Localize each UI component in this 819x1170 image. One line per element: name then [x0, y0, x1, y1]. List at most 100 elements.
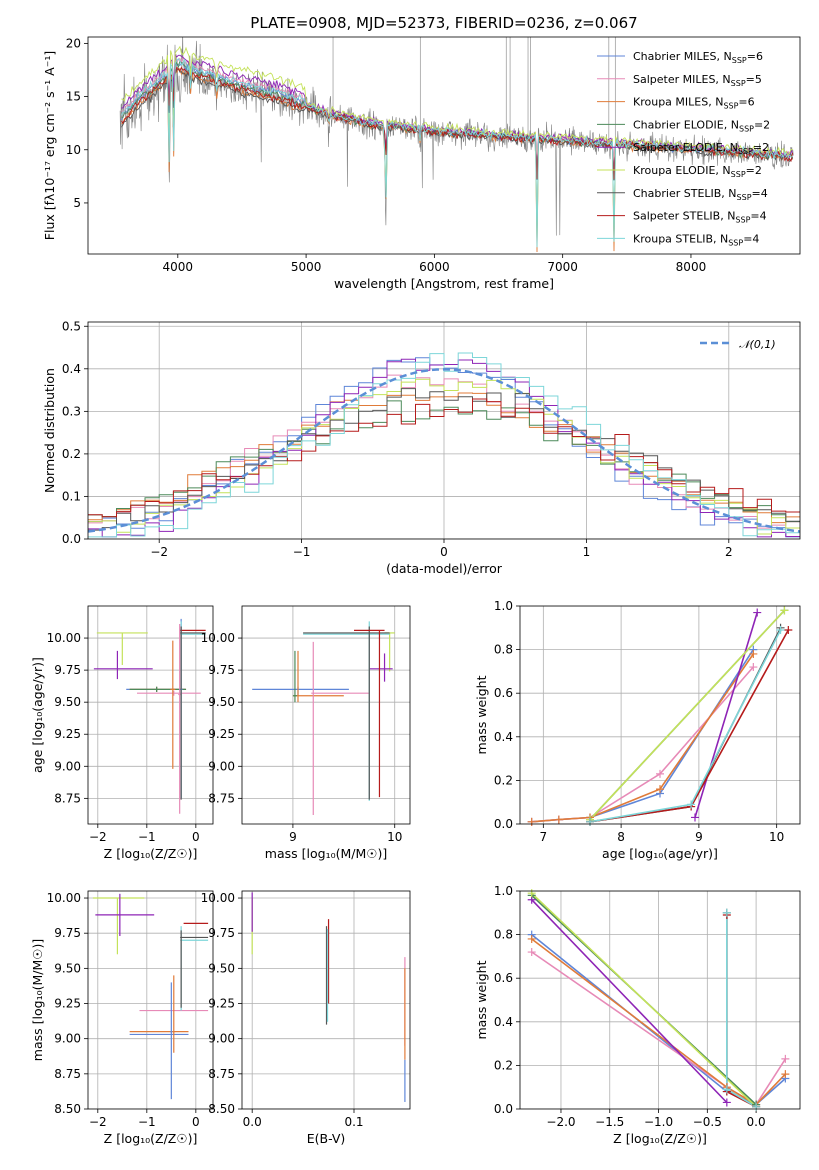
y-axis-label: mass weight — [474, 675, 489, 754]
y-axis-label: age [log₁₀(age/yr)] — [30, 657, 45, 773]
x-tick-label: −1.0 — [644, 1115, 673, 1129]
y-tick-label: 9.25 — [54, 727, 81, 741]
y-tick-label: 0.3 — [62, 404, 81, 418]
x-tick-label: −0.5 — [693, 1115, 722, 1129]
x-tick-label: 0.0 — [243, 1115, 262, 1129]
y-tick-label: 8.75 — [208, 1067, 235, 1081]
x-tick-label: 2 — [725, 545, 733, 559]
y-tick-label: 8.50 — [208, 1102, 235, 1116]
plot-area-mass_vs_Z — [88, 891, 213, 1109]
y-tick-label: 10 — [66, 143, 81, 157]
legend-entry: Chabrier MILES, NSSP=6 — [633, 50, 763, 65]
plot-area-mass_vs_EBV — [242, 891, 410, 1109]
model-line-kroupa-elodie — [121, 45, 793, 245]
x-tick-label: −2.0 — [546, 1115, 575, 1129]
series-point-salpeter-elodie — [691, 813, 699, 822]
legend-entry: Kroupa MILES, NSSP=6 — [633, 96, 755, 111]
series-point-kroupa-elodie — [527, 889, 536, 898]
spectrum-title: PLATE=0908, MJD=52373, FIBERID=0236, z=0… — [250, 14, 637, 32]
series-point-kroupa-miles — [527, 817, 536, 826]
plot-area-age_vs_mass — [242, 606, 410, 824]
x-tick-label: 4000 — [163, 260, 194, 274]
series-point-kroupa-miles — [749, 649, 758, 658]
series-line-salpeter-miles — [531, 666, 754, 823]
series-line-salpeter-elodie — [694, 612, 758, 818]
plot-area-spectrum — [119, 37, 794, 253]
x-tick-label: 7 — [540, 830, 548, 844]
series-point-kroupa-miles — [781, 1070, 790, 1079]
x-tick-label: 0 — [192, 830, 200, 844]
series-line-salpeter-stelib — [589, 629, 790, 823]
panel-massweight_vs_age: 7 8 9 10 0.0 0.2 0.4 0.6 0.8 1.0 age [log₁₀(age/yr… — [474, 599, 801, 861]
legend-entry: Salpeter ELODIE, NSSP=2 — [633, 141, 769, 156]
y-tick-label: 9.25 — [208, 997, 235, 1011]
y-tick-label: 0.2 — [494, 1058, 513, 1072]
y-tick-label: 10.00 — [201, 891, 235, 905]
series-point-salpeter-stelib — [784, 625, 793, 634]
axes-frame — [87, 36, 801, 255]
histogram-kroupa-stelib — [88, 352, 800, 538]
y-tick-label: 8.50 — [54, 1102, 81, 1116]
x-axis-label: Z [log₁₀(Z/Z☉)] — [104, 1131, 198, 1146]
y-tick-label: 9.50 — [208, 961, 235, 975]
x-axis-label: mass [log₁₀(M/M☉)] — [265, 846, 387, 861]
y-tick-label: 15 — [66, 90, 81, 104]
x-tick-label: −1 — [138, 830, 156, 844]
y-tick-label: 10.00 — [201, 631, 235, 645]
y-tick-label: 9.75 — [208, 663, 235, 677]
plot-area-residuals — [88, 322, 800, 539]
x-tick-label: −1 — [138, 1115, 156, 1129]
series-point-kroupa-miles — [554, 815, 563, 824]
panel-age_vs_mass: 9 10 8.75 9.00 9.25 9.50 9.75 10.00 mass [log₁₀(… — [201, 605, 411, 861]
y-tick-label: 9.75 — [208, 926, 235, 940]
x-tick-label: 1 — [583, 545, 591, 559]
y-tick-label: 0.4 — [494, 1015, 513, 1029]
y-tick-label: 9.00 — [208, 759, 235, 773]
x-tick-label: −1.5 — [595, 1115, 624, 1129]
legend-entry: Chabrier STELIB, NSSP=4 — [633, 187, 768, 202]
axes-frame — [241, 890, 411, 1110]
series-point-kroupa-miles — [527, 934, 536, 943]
series-line-kroupa-elodie — [531, 892, 757, 1108]
series-line-kroupa-stelib — [725, 912, 757, 1108]
panel-residuals: −2 −1 0 1 2 0.0 0.1 0.2 0.3 0.4 0.5 (data-model)/er… — [42, 319, 801, 576]
axes-frame — [87, 321, 801, 540]
y-tick-label: 9.00 — [54, 1032, 81, 1046]
y-tick-label: 8.75 — [208, 791, 235, 805]
x-tick-label: 7000 — [547, 260, 578, 274]
axes-frame — [87, 605, 214, 825]
y-tick-label: 0.5 — [62, 319, 81, 333]
panel-mass_vs_Z: −2 −1 0 8.50 8.75 9.00 9.25 9.50 9.75 10.00 Z [log… — [30, 890, 214, 1146]
series-line-salpeter-stelib — [725, 915, 757, 1108]
panel-mass_vs_EBV: 0.0 0.1 8.50 8.75 9.00 9.25 9.50 9.75 10.00 E(B-V… — [201, 890, 411, 1146]
y-tick-label: 9.75 — [54, 926, 81, 940]
y-tick-label: 0.8 — [494, 928, 513, 942]
y-tick-label: 0.4 — [494, 730, 513, 744]
series-line-kroupa-miles — [531, 938, 786, 1106]
y-tick-label: 0.1 — [62, 489, 81, 503]
x-axis-label: Z [log₁₀(Z/Z☉)] — [104, 846, 198, 861]
x-tick-label: 9 — [289, 830, 297, 844]
y-tick-label: 0.0 — [62, 532, 81, 546]
legend-entry: Kroupa ELODIE, NSSP=2 — [633, 164, 762, 179]
y-tick-label: 9.50 — [54, 695, 81, 709]
series-point-kroupa-stelib — [722, 1085, 731, 1094]
y-tick-label: 9.25 — [54, 997, 81, 1011]
series-point-kroupa-stelib — [722, 908, 731, 917]
y-tick-label: 8.75 — [54, 1067, 81, 1081]
x-axis-label: (data-model)/error — [386, 561, 503, 576]
series-point-kroupa-stelib — [687, 800, 696, 809]
x-tick-label: 9 — [695, 830, 703, 844]
model-line-salpeter-elodie — [121, 53, 794, 179]
panel-massweight_vs_Z: −2.0 −1.5 −1.0 −0.5 0.0 0.0 0.2 0.4 0.6 0.8 1.0 Z [… — [474, 884, 801, 1146]
x-axis-label: wavelength [Angstrom, rest frame] — [334, 276, 554, 291]
series-point-salpeter-elodie — [722, 1098, 731, 1107]
y-tick-label: 0.2 — [494, 773, 513, 787]
y-tick-label: 20 — [66, 36, 81, 50]
series-line-chabrier-stelib — [725, 912, 757, 1108]
series-point-kroupa-miles — [656, 785, 664, 794]
y-axis-label: mass weight — [474, 960, 489, 1039]
y-tick-label: 1.0 — [494, 884, 513, 898]
legend-entry: Kroupa STELIB, NSSP=4 — [633, 232, 759, 247]
x-tick-label: 8000 — [676, 260, 707, 274]
